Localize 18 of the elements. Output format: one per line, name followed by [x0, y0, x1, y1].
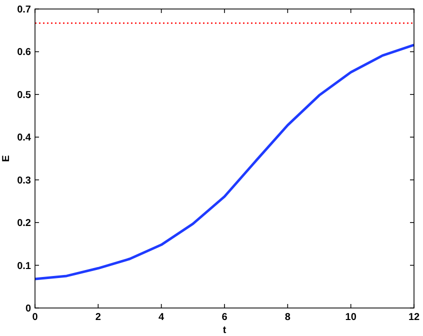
line-series — [34, 44, 416, 280]
x-tick-label: 2 — [95, 312, 102, 323]
y-tick-label: 0 — [25, 304, 32, 314]
y-tick-label: 0.6 — [17, 47, 32, 58]
y-tick-label: 0.5 — [17, 90, 32, 101]
x-tick-label: 8 — [284, 312, 291, 323]
y-axis-title: E — [1, 154, 12, 162]
y-tick-label: 0.2 — [17, 218, 32, 230]
x-tick-label: 10 — [345, 312, 357, 323]
x-tick-label: 0 — [32, 312, 38, 323]
x-axis-title: t — [222, 325, 227, 336]
y-tick-label: 0.3 — [17, 175, 32, 186]
x-tick-label: 12 — [408, 312, 420, 323]
y-tick-label: 0.4 — [17, 132, 32, 144]
y-tick-label: 0.1 — [17, 260, 32, 272]
x-tick-label: 6 — [222, 312, 228, 323]
x-tick-label: 4 — [158, 312, 165, 323]
y-tick-label: 0.7 — [17, 4, 32, 16]
